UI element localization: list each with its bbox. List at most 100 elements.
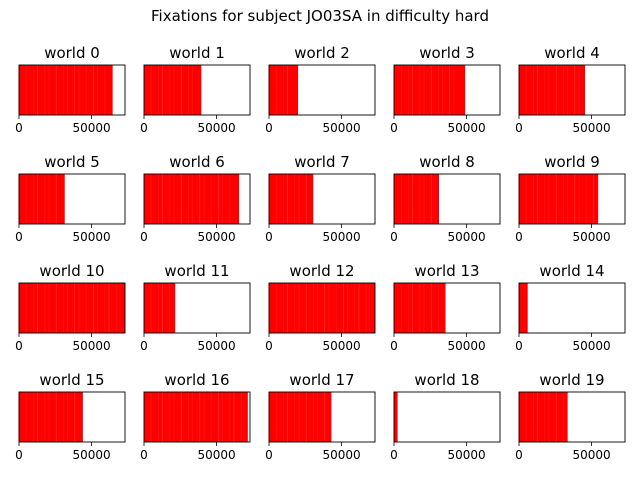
- fixation-band: [19, 65, 113, 115]
- x-tick-label: 0: [15, 230, 23, 244]
- subplot-title: world 8: [419, 153, 475, 171]
- fixation-band: [144, 174, 240, 224]
- axes-frame: [143, 391, 251, 443]
- subplot-title: world 9: [544, 153, 600, 171]
- fixation-band: [394, 174, 440, 224]
- subplot: world 12 0 50000: [265, 262, 376, 353]
- x-tick-label: 50000: [73, 230, 111, 244]
- axes-frame: [518, 173, 626, 225]
- x-tick-label: 0: [140, 230, 148, 244]
- subplot-title: world 1: [169, 44, 225, 62]
- subplot: world 6 0 50000: [140, 153, 251, 244]
- subplot: world 5 0 50000: [15, 153, 126, 244]
- axes-frame: [268, 64, 376, 116]
- subplot-title: world 16: [164, 371, 229, 389]
- axes-frame: [18, 282, 126, 334]
- subplot-title: world 14: [539, 262, 604, 280]
- x-tick-label: 50000: [323, 121, 361, 135]
- x-tick-label: 50000: [198, 230, 236, 244]
- x-tick-label: 50000: [573, 230, 611, 244]
- x-tick-label: 50000: [448, 448, 486, 462]
- axes-frame: [518, 282, 626, 334]
- x-tick-label: 0: [390, 121, 398, 135]
- x-tick-label: 0: [15, 339, 23, 353]
- subplot: world 18 0 50000: [390, 371, 501, 462]
- axes-frame: [393, 64, 501, 116]
- subplot: world 7 0 50000: [265, 153, 376, 244]
- x-tick-label: 50000: [573, 448, 611, 462]
- x-tick-label: 0: [140, 339, 148, 353]
- x-tick-label: 50000: [198, 339, 236, 353]
- x-tick-label: 50000: [573, 121, 611, 135]
- axes-frame: [268, 173, 376, 225]
- x-tick-label: 0: [390, 448, 398, 462]
- subplot-title: world 3: [419, 44, 475, 62]
- axes-frame: [143, 173, 251, 225]
- axes-frame: [143, 64, 251, 116]
- subplot: world 8 0 50000: [390, 153, 501, 244]
- subplot: world 16 0 50000: [140, 371, 251, 462]
- x-tick-label: 50000: [73, 339, 111, 353]
- subplot-title: world 4: [544, 44, 600, 62]
- fixation-band: [519, 65, 586, 115]
- subplot: world 9 0 50000: [515, 153, 626, 244]
- subplot: world 11 0 50000: [140, 262, 251, 353]
- fixation-band: [269, 283, 375, 333]
- x-tick-label: 50000: [198, 121, 236, 135]
- x-tick-label: 50000: [323, 339, 361, 353]
- subplot: world 14 0 50000: [515, 262, 626, 353]
- x-tick-label: 0: [515, 121, 523, 135]
- x-tick-label: 50000: [448, 230, 486, 244]
- subplot-title: world 15: [39, 371, 104, 389]
- subplot-title: world 13: [414, 262, 479, 280]
- fixation-band: [394, 392, 398, 442]
- fixation-band: [519, 283, 528, 333]
- x-tick-label: 0: [265, 121, 273, 135]
- axes-frame: [393, 391, 501, 443]
- axes-frame: [268, 282, 376, 334]
- fixation-band: [394, 65, 466, 115]
- subplot-title: world 10: [39, 262, 104, 280]
- subplot-title: world 2: [294, 44, 350, 62]
- axes-frame: [18, 173, 126, 225]
- subplot-title: world 12: [289, 262, 354, 280]
- x-tick-label: 50000: [323, 230, 361, 244]
- x-tick-label: 0: [515, 230, 523, 244]
- x-tick-label: 0: [140, 448, 148, 462]
- x-tick-label: 50000: [448, 121, 486, 135]
- x-tick-label: 0: [265, 448, 273, 462]
- fixation-band: [519, 174, 599, 224]
- fixation-band: [269, 65, 299, 115]
- subplot-title: world 5: [44, 153, 100, 171]
- x-tick-label: 0: [515, 339, 523, 353]
- fixation-band: [19, 392, 83, 442]
- subplot: world 1 0 50000: [140, 44, 251, 135]
- x-tick-label: 50000: [573, 339, 611, 353]
- figure-title: Fixations for subject JO03SA in difficul…: [151, 7, 489, 25]
- fixation-band: [19, 174, 65, 224]
- subplot-title: world 18: [414, 371, 479, 389]
- x-tick-label: 0: [390, 230, 398, 244]
- x-tick-label: 50000: [448, 339, 486, 353]
- x-tick-label: 0: [515, 448, 523, 462]
- x-tick-label: 50000: [198, 448, 236, 462]
- axes-frame: [143, 282, 251, 334]
- x-tick-label: 0: [265, 339, 273, 353]
- subplot: world 19 0 50000: [515, 371, 626, 462]
- fixation-band: [19, 283, 125, 333]
- subplot: world 10 0 50000: [15, 262, 126, 353]
- fixation-band: [144, 65, 202, 115]
- subplot-title: world 17: [289, 371, 354, 389]
- subplot-title: world 0: [44, 44, 100, 62]
- subplot-title: world 11: [164, 262, 229, 280]
- fixation-band: [394, 283, 446, 333]
- axes-frame: [518, 391, 626, 443]
- fixation-band: [519, 392, 568, 442]
- fixation-band: [269, 174, 314, 224]
- axes-frame: [393, 173, 501, 225]
- x-tick-label: 0: [15, 448, 23, 462]
- axes-frame: [393, 282, 501, 334]
- fixation-band: [269, 392, 332, 442]
- x-tick-label: 0: [265, 230, 273, 244]
